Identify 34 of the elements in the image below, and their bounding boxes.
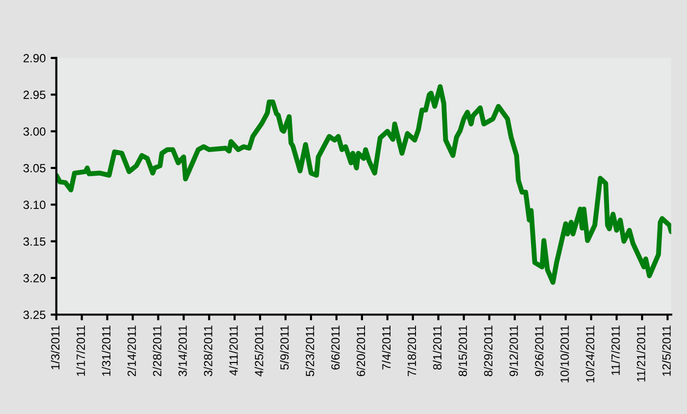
x-tick-label: 12/5/2011 <box>662 326 671 376</box>
x-tick-label: 8/1/2011 <box>432 326 442 370</box>
x-tick-label: 7/4/2011 <box>382 326 391 370</box>
x-tick-label: 2/28/2011 <box>152 326 162 376</box>
x-tick-label: 6/6/2011 <box>330 326 340 370</box>
x-tick-label: 11/21/2011 <box>636 326 646 382</box>
y-tick-label: 3.10 <box>23 200 46 210</box>
x-tick-label: 2/14/2011 <box>127 326 136 376</box>
y-tick-label: 2.90 <box>24 54 46 62</box>
x-tick-label: 4/11/2011 <box>229 326 238 376</box>
x-tick-label: 8/29/2011 <box>484 326 492 376</box>
x-tick-label: 7/18/2011 <box>407 326 416 376</box>
y-tick-label: 2.95 <box>24 90 46 100</box>
x-tick-label: 1/31/2011 <box>102 326 110 376</box>
y-tick-label: 3.00 <box>23 127 46 136</box>
x-tick-label: 8/15/2011 <box>458 326 467 376</box>
y-tick-label: 3.25 <box>23 310 46 320</box>
x-tick-label: 3/14/2011 <box>178 326 187 376</box>
x-tick-label: 6/20/2011 <box>356 326 366 376</box>
line-series <box>56 84 672 285</box>
x-tick-label: 1/17/2011 <box>76 326 85 376</box>
x-tick-label: 1/3/2011 <box>50 326 60 370</box>
x-tick-label: 9/26/2011 <box>534 326 544 376</box>
x-tick-label: 3/28/2011 <box>204 326 212 376</box>
y-tick-label: 3.05 <box>23 164 46 172</box>
x-tick-label: 11/7/2011 <box>611 326 620 375</box>
x-tick-label: 9/12/2011 <box>509 326 518 376</box>
x-tick-label: 4/25/2011 <box>254 326 264 376</box>
x-tick-label: 10/24/2011 <box>586 326 594 382</box>
x-tick-label: 5/23/2011 <box>306 326 314 376</box>
y-tick-label: 3.15 <box>23 237 46 246</box>
x-tick-label: 5/9/2011 <box>280 326 289 370</box>
x-tick-label: 10/10/2011 <box>560 326 569 382</box>
y-tick-label: 3.20 <box>23 274 46 282</box>
